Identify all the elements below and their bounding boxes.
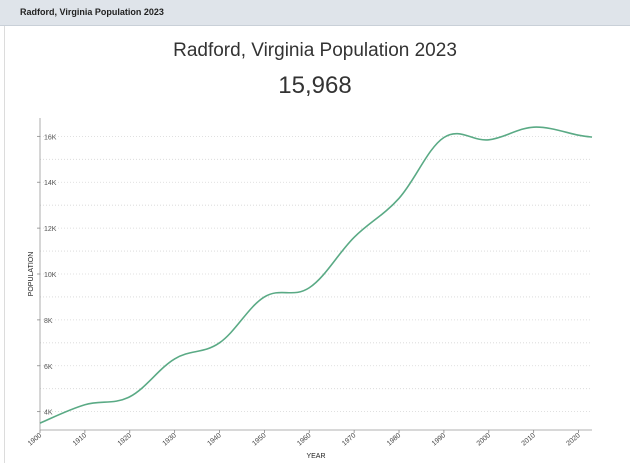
y-tick-label: 6K [44, 364, 53, 371]
x-tick-label: 1900 [27, 432, 44, 447]
x-tick-label: 2020 [565, 432, 582, 447]
x-tick-label: 1950 [251, 432, 268, 447]
panel-header: Radford, Virginia Population 2023 [0, 0, 630, 26]
x-tick-label: 1990 [431, 432, 448, 447]
population-value: 15,968 [278, 72, 352, 99]
population-series-line [39, 126, 593, 424]
x-axis-title: YEAR [306, 453, 325, 460]
chart-panel [4, 26, 630, 463]
x-tick-label: 1940 [206, 432, 223, 447]
x-tick-label: 1980 [386, 432, 403, 447]
y-tick-label: 16K [44, 134, 57, 141]
panel-header-title: Radford, Virginia Population 2023 [20, 7, 164, 17]
x-tick-label: 1910 [72, 432, 89, 447]
chart-title: Radford, Virginia Population 2023 [173, 40, 457, 61]
x-tick-label: 1930 [161, 432, 178, 447]
x-tick-label: 1970 [341, 432, 358, 447]
x-tick-label: 2000 [476, 432, 493, 447]
y-tick-label: 12K [44, 226, 57, 233]
y-tick-label: 4K [44, 410, 53, 417]
x-tick-label: 2010 [521, 432, 538, 447]
x-tick-label: 1920 [117, 432, 134, 447]
y-tick-label: 10K [44, 272, 57, 279]
y-tick-label: 8K [44, 318, 53, 325]
y-axis-title: POPULATION [28, 252, 35, 297]
y-tick-label: 14K [44, 180, 57, 187]
x-tick-label: 1960 [296, 432, 313, 447]
